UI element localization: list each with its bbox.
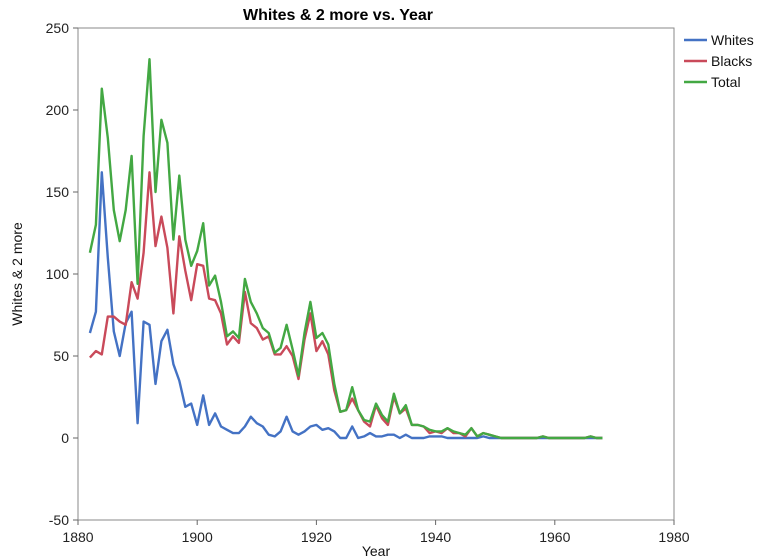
- y-axis: -50 0 50 100 150 200 250: [46, 20, 78, 528]
- x-axis-title: Year: [362, 543, 391, 556]
- x-tick-label: 1900: [182, 529, 213, 545]
- legend-label-total: Total: [711, 74, 741, 90]
- y-tick-label: -50: [49, 512, 69, 528]
- legend-label-blacks: Blacks: [711, 53, 752, 69]
- x-axis: 1880 1900 1920 1940 1960 1980: [62, 520, 690, 545]
- x-tick-label: 1920: [301, 529, 332, 545]
- x-tick-label: 1880: [62, 529, 93, 545]
- x-tick-label: 1960: [539, 529, 570, 545]
- chart-title: Whites & 2 more vs. Year: [243, 7, 433, 24]
- legend-label-whites: Whites: [711, 32, 754, 48]
- y-tick-label: 200: [46, 102, 70, 118]
- y-axis-title: Whites & 2 more: [9, 222, 25, 326]
- legend: Whites Blacks Total: [684, 32, 754, 90]
- series-line-total: [88, 58, 603, 440]
- series-layer: [88, 58, 603, 440]
- y-tick-label: 50: [53, 348, 69, 364]
- y-tick-label: 100: [46, 266, 70, 282]
- y-tick-label: 150: [46, 184, 70, 200]
- y-tick-label: 250: [46, 20, 70, 36]
- x-tick-label: 1980: [658, 529, 689, 545]
- x-tick-label: 1940: [420, 529, 451, 545]
- plot-area: [77, 27, 675, 521]
- y-tick-label: 0: [61, 430, 69, 446]
